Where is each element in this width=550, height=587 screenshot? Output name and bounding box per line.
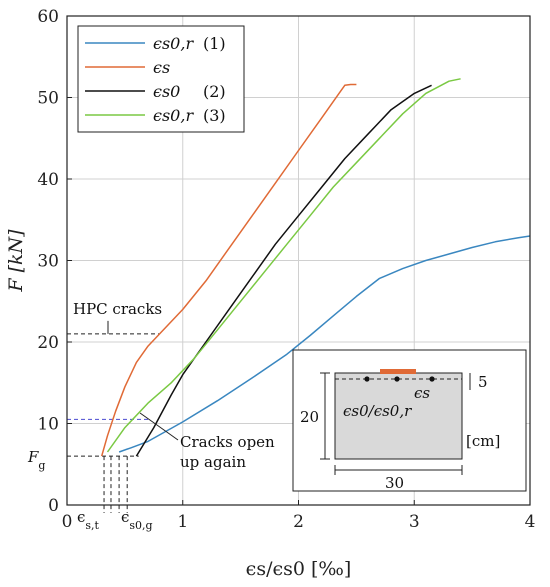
- cracks-open-label: Cracks open: [180, 433, 275, 451]
- x-tick-label: 1: [177, 512, 188, 532]
- x-axis-label: ϵs/ϵs0 [‰]: [246, 558, 352, 580]
- inset-right-label: ϵs: [414, 384, 430, 402]
- y-tick-label: 40: [37, 170, 59, 190]
- inset-unit-label: [cm]: [466, 432, 500, 450]
- legend-note: (3): [203, 106, 226, 125]
- cross-section-inset: 20 30 5 [cm] ϵs0/ϵs0,rϵs: [292, 349, 527, 492]
- legend-label: ϵs0,r: [153, 34, 194, 53]
- eps-st-label: ϵs,t: [77, 508, 100, 532]
- series-layer: [100, 78, 531, 457]
- series-line-4: [106, 78, 461, 453]
- series-line-2: [100, 83, 357, 457]
- x-tick-label: 2: [293, 512, 304, 532]
- eps-s0g-label: ϵs0,g: [121, 508, 153, 532]
- legend-label: ϵs0: [153, 82, 180, 101]
- inset-hpc-layer: [380, 369, 416, 374]
- series-line-1: [118, 235, 531, 453]
- series-line-3: [135, 84, 432, 457]
- inset-rebar-dot: [364, 376, 370, 382]
- y-tick-label: 30: [37, 252, 59, 272]
- cracks-open-arrow: [139, 412, 179, 441]
- inset-section: [334, 372, 463, 460]
- inset-left-label: ϵs0/ϵs0,r: [343, 402, 412, 420]
- y-tick-label: 60: [37, 7, 59, 27]
- x-tick-label: 4: [525, 512, 536, 532]
- y-tick-label: 0: [48, 496, 59, 516]
- x-tick-label: 0: [62, 512, 73, 532]
- y-axis-label: F [kN]: [5, 229, 27, 293]
- legend-label: ϵs0,r: [153, 106, 194, 125]
- grid: [66, 15, 531, 506]
- legend: ϵs0,r (1) ϵs ϵs0 (2) ϵs0,r (3): [77, 25, 245, 133]
- cracks-open-label-2: up again: [180, 453, 246, 471]
- legend-note: (2): [203, 82, 226, 101]
- y-tick-label: 20: [37, 333, 59, 353]
- y-tick-label: 10: [37, 415, 59, 435]
- x-tick-label: 3: [409, 512, 420, 532]
- legend-note: (1): [203, 34, 226, 53]
- inset-depth-label: 5: [478, 373, 488, 391]
- inset-rebar-dot: [394, 376, 400, 382]
- inset-height-label: 20: [300, 408, 319, 426]
- hpc-cracks-label: HPC cracks: [73, 300, 162, 318]
- legend-label: ϵs: [153, 58, 170, 77]
- y-tick-label: 50: [37, 89, 59, 109]
- annotation-lines: [67, 333, 160, 513]
- inset-rebar-dot: [429, 376, 435, 382]
- inset-width-label: 30: [385, 474, 404, 492]
- annotation-texts: HPC cracks Cracks open up again Fg ϵs,t ϵs0,g: [27, 300, 275, 532]
- fg-label: Fg: [27, 448, 45, 472]
